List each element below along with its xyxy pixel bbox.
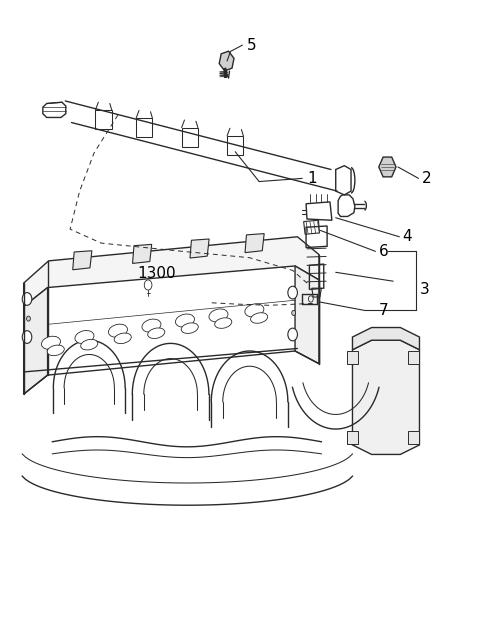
Ellipse shape — [81, 340, 98, 350]
Ellipse shape — [41, 336, 60, 349]
Polygon shape — [347, 351, 358, 364]
Text: 1: 1 — [307, 171, 317, 186]
Text: 1300: 1300 — [137, 266, 176, 281]
Ellipse shape — [114, 333, 132, 343]
Ellipse shape — [148, 328, 165, 338]
Ellipse shape — [75, 331, 94, 343]
Polygon shape — [408, 351, 419, 364]
Polygon shape — [24, 287, 48, 394]
Circle shape — [361, 365, 411, 431]
Polygon shape — [219, 51, 234, 71]
Ellipse shape — [251, 313, 268, 323]
Ellipse shape — [142, 319, 161, 332]
Ellipse shape — [176, 314, 194, 327]
Circle shape — [22, 293, 32, 305]
Text: 2: 2 — [422, 171, 432, 186]
Circle shape — [371, 378, 401, 418]
Ellipse shape — [47, 345, 64, 356]
Ellipse shape — [181, 323, 198, 333]
Ellipse shape — [209, 309, 228, 322]
Polygon shape — [24, 237, 319, 307]
Polygon shape — [190, 239, 209, 258]
Circle shape — [383, 161, 392, 173]
Ellipse shape — [245, 304, 264, 317]
Polygon shape — [408, 431, 419, 444]
Polygon shape — [73, 251, 92, 270]
Polygon shape — [347, 431, 358, 444]
Text: 3: 3 — [420, 282, 429, 297]
Polygon shape — [245, 233, 264, 252]
Circle shape — [144, 280, 152, 290]
Circle shape — [288, 286, 298, 299]
Ellipse shape — [215, 318, 232, 328]
Polygon shape — [352, 328, 420, 350]
Text: 7: 7 — [379, 303, 388, 318]
Ellipse shape — [108, 324, 128, 337]
Polygon shape — [132, 244, 152, 263]
Text: 5: 5 — [247, 38, 257, 53]
Polygon shape — [352, 340, 420, 455]
Polygon shape — [379, 157, 396, 177]
Polygon shape — [295, 266, 319, 364]
Circle shape — [26, 316, 30, 321]
Circle shape — [292, 310, 296, 315]
Text: 4: 4 — [403, 229, 412, 244]
Circle shape — [288, 328, 298, 341]
Circle shape — [22, 331, 32, 343]
Text: 6: 6 — [379, 244, 388, 259]
